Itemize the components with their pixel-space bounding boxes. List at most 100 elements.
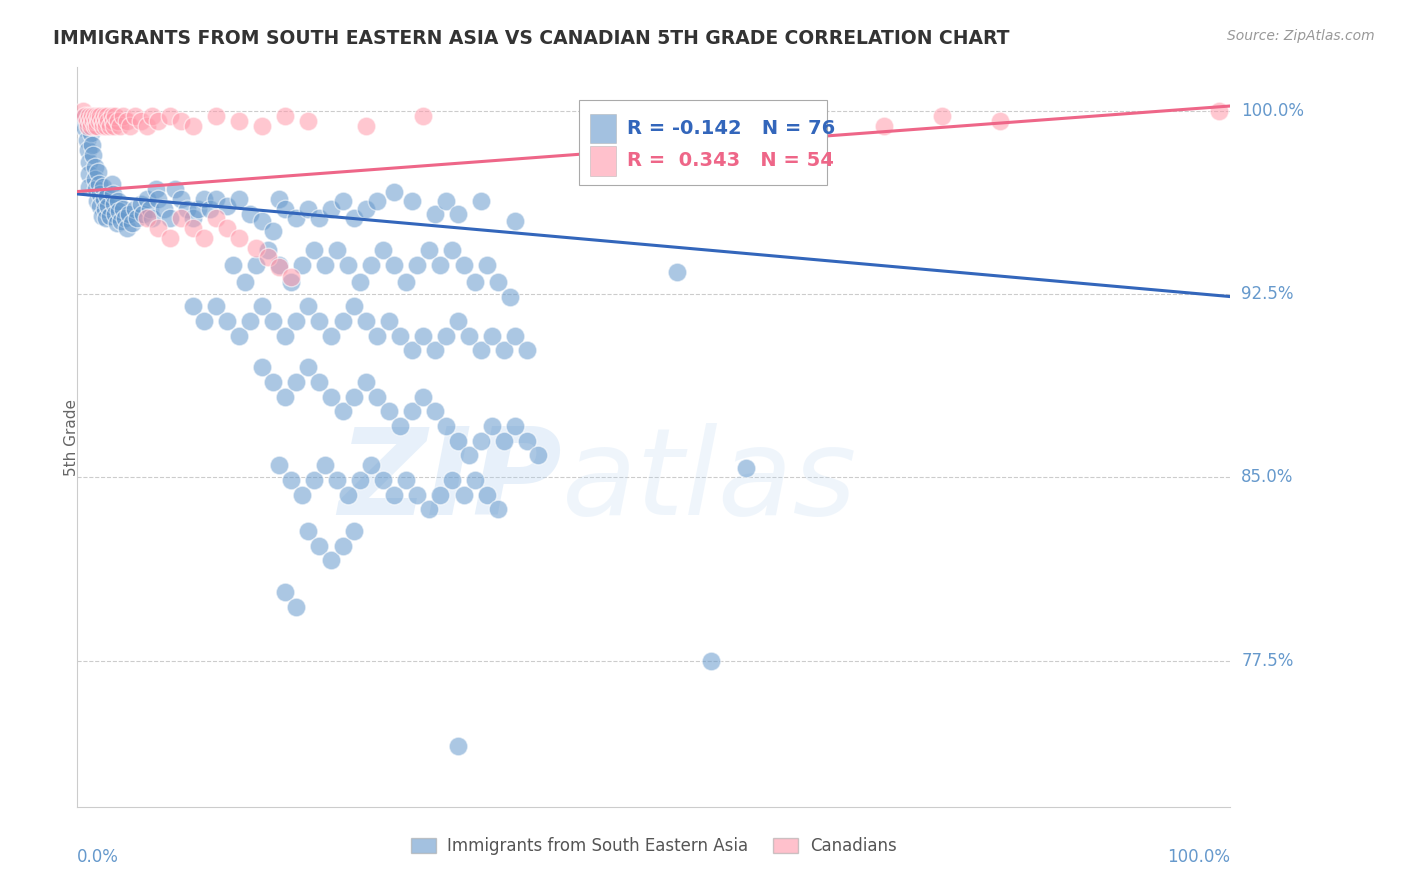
- Point: [267, 192, 291, 206]
- Point: [285, 599, 308, 614]
- Point: [72, 112, 94, 126]
- Point: [105, 216, 128, 230]
- Text: R =  0.343   N = 54: R = 0.343 N = 54: [627, 152, 834, 170]
- Point: [159, 231, 181, 245]
- Point: [395, 275, 418, 289]
- Point: [129, 196, 152, 211]
- Point: [198, 202, 221, 216]
- Point: [108, 204, 131, 219]
- Point: [104, 206, 127, 220]
- Text: Source: ZipAtlas.com: Source: ZipAtlas.com: [1227, 29, 1375, 43]
- Point: [302, 473, 325, 487]
- Point: [354, 314, 377, 328]
- Point: [135, 192, 157, 206]
- Point: [181, 221, 204, 235]
- Point: [297, 202, 319, 216]
- Point: [153, 202, 174, 216]
- Point: [735, 460, 758, 475]
- Point: [79, 113, 101, 128]
- Point: [93, 192, 115, 206]
- Point: [349, 275, 371, 289]
- Point: [453, 487, 475, 501]
- Point: [434, 194, 457, 209]
- Point: [505, 328, 527, 343]
- Point: [337, 258, 360, 272]
- Y-axis label: 5th Grade: 5th Grade: [65, 399, 79, 475]
- Point: [228, 113, 250, 128]
- Point: [389, 328, 412, 343]
- Point: [302, 243, 325, 257]
- Point: [505, 419, 527, 434]
- Point: [82, 148, 104, 162]
- Text: 100.0%: 100.0%: [1241, 102, 1305, 120]
- Point: [204, 109, 226, 123]
- Point: [82, 109, 104, 123]
- Point: [319, 553, 342, 567]
- FancyBboxPatch shape: [591, 113, 616, 143]
- Point: [274, 109, 297, 123]
- Point: [931, 109, 953, 123]
- Point: [135, 119, 157, 133]
- Point: [332, 539, 354, 553]
- Point: [77, 179, 100, 194]
- Point: [250, 214, 273, 228]
- Point: [165, 182, 187, 196]
- FancyBboxPatch shape: [591, 146, 616, 176]
- Point: [371, 243, 394, 257]
- Point: [107, 113, 129, 128]
- Point: [262, 224, 284, 238]
- Point: [499, 289, 522, 303]
- Point: [366, 328, 388, 343]
- Point: [91, 179, 114, 194]
- Point: [76, 133, 98, 147]
- Point: [401, 343, 423, 358]
- Point: [107, 194, 129, 209]
- Point: [297, 113, 319, 128]
- Point: [135, 211, 157, 226]
- Point: [250, 299, 273, 313]
- Point: [89, 113, 111, 128]
- Point: [112, 202, 135, 216]
- Point: [429, 258, 451, 272]
- Point: [297, 299, 319, 313]
- Point: [274, 390, 297, 404]
- Point: [434, 419, 457, 434]
- Point: [354, 202, 377, 216]
- Point: [418, 243, 440, 257]
- Point: [170, 192, 193, 206]
- Point: [250, 119, 273, 133]
- Point: [256, 251, 278, 265]
- Point: [406, 258, 429, 272]
- Point: [401, 404, 423, 418]
- Point: [481, 419, 503, 434]
- Point: [141, 109, 163, 123]
- Point: [280, 270, 302, 285]
- Point: [159, 109, 181, 123]
- Point: [758, 113, 780, 128]
- Point: [470, 343, 492, 358]
- Point: [418, 502, 440, 516]
- Point: [308, 211, 330, 226]
- Point: [377, 404, 399, 418]
- Point: [98, 119, 121, 133]
- Text: IMMIGRANTS FROM SOUTH EASTERN ASIA VS CANADIAN 5TH GRADE CORRELATION CHART: IMMIGRANTS FROM SOUTH EASTERN ASIA VS CA…: [53, 29, 1010, 47]
- Point: [366, 390, 388, 404]
- Point: [516, 434, 538, 448]
- Point: [492, 434, 515, 448]
- Point: [527, 449, 550, 463]
- Point: [262, 314, 284, 328]
- Point: [447, 314, 470, 328]
- Point: [97, 199, 120, 213]
- Point: [274, 202, 297, 216]
- Point: [91, 119, 114, 133]
- Point: [319, 202, 342, 216]
- Point: [96, 119, 118, 133]
- Point: [222, 258, 245, 272]
- Point: [326, 473, 349, 487]
- Point: [98, 209, 121, 223]
- Point: [371, 473, 394, 487]
- Point: [332, 194, 354, 209]
- Point: [239, 314, 262, 328]
- Point: [412, 109, 434, 123]
- Point: [389, 419, 412, 434]
